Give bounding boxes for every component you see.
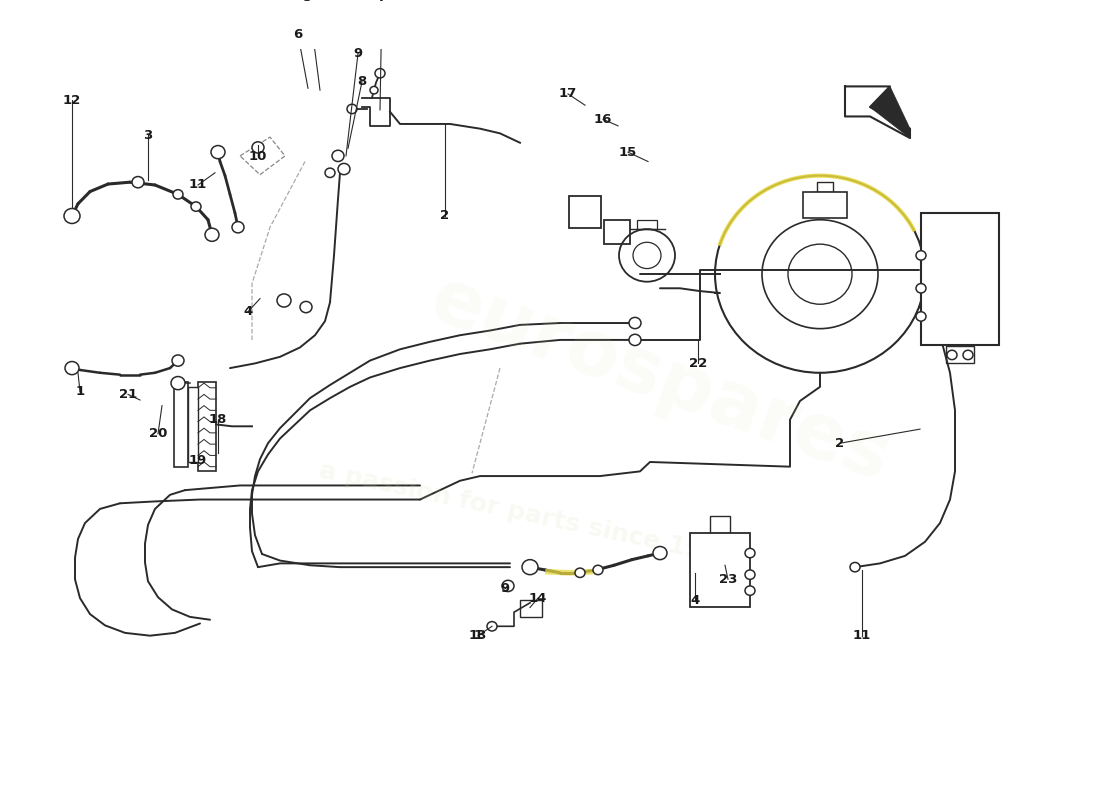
FancyBboxPatch shape [188, 387, 198, 462]
Text: 4: 4 [691, 594, 700, 607]
Text: 1: 1 [76, 385, 85, 398]
Text: 4: 4 [243, 306, 253, 318]
Text: a passion for parts since 1985: a passion for parts since 1985 [317, 458, 739, 570]
Circle shape [170, 377, 185, 390]
Circle shape [629, 318, 641, 329]
Circle shape [232, 222, 244, 233]
Text: 9: 9 [353, 47, 363, 60]
Circle shape [575, 568, 585, 578]
Circle shape [252, 142, 264, 153]
Circle shape [277, 294, 292, 307]
Circle shape [916, 283, 926, 293]
Text: 1: 1 [473, 629, 483, 642]
Circle shape [916, 250, 926, 260]
Circle shape [172, 355, 184, 366]
Text: 12: 12 [63, 94, 81, 107]
Circle shape [338, 163, 350, 174]
Text: 19: 19 [189, 454, 207, 466]
Circle shape [487, 622, 497, 631]
Circle shape [916, 312, 926, 321]
Circle shape [211, 146, 226, 158]
Circle shape [947, 350, 957, 360]
FancyBboxPatch shape [174, 382, 188, 466]
Text: 11: 11 [189, 178, 207, 191]
Text: 11: 11 [852, 629, 871, 642]
Circle shape [593, 566, 603, 574]
Circle shape [173, 190, 183, 199]
Text: 16: 16 [594, 113, 613, 126]
Circle shape [522, 560, 538, 574]
Text: 15: 15 [619, 146, 637, 158]
Text: 21: 21 [119, 388, 138, 401]
Circle shape [850, 562, 860, 572]
Text: 8: 8 [358, 75, 366, 88]
Text: 2: 2 [835, 437, 845, 450]
Circle shape [191, 202, 201, 211]
Text: 2: 2 [440, 210, 450, 222]
FancyBboxPatch shape [198, 382, 216, 471]
Circle shape [324, 168, 336, 178]
Text: 6: 6 [294, 28, 302, 42]
Circle shape [132, 177, 144, 188]
Circle shape [629, 334, 641, 346]
FancyBboxPatch shape [569, 196, 601, 228]
Text: 22: 22 [689, 357, 707, 370]
Text: 23: 23 [718, 573, 737, 586]
Circle shape [370, 86, 378, 94]
Text: 10: 10 [249, 150, 267, 163]
FancyBboxPatch shape [921, 213, 999, 345]
FancyBboxPatch shape [690, 534, 750, 606]
Text: 18: 18 [209, 414, 228, 426]
FancyBboxPatch shape [803, 191, 847, 218]
Circle shape [205, 228, 219, 242]
FancyBboxPatch shape [520, 600, 542, 617]
Circle shape [745, 586, 755, 595]
Circle shape [962, 350, 974, 360]
Circle shape [346, 104, 358, 114]
Circle shape [375, 69, 385, 78]
Text: 13: 13 [469, 629, 487, 642]
Text: 20: 20 [148, 427, 167, 440]
Circle shape [300, 302, 312, 313]
Circle shape [65, 362, 79, 374]
FancyBboxPatch shape [604, 220, 630, 244]
Circle shape [653, 546, 667, 560]
Circle shape [745, 570, 755, 579]
FancyBboxPatch shape [946, 346, 974, 363]
Circle shape [745, 548, 755, 558]
FancyBboxPatch shape [710, 517, 730, 534]
Text: 5: 5 [304, 0, 312, 4]
Polygon shape [870, 86, 910, 138]
Text: 17: 17 [559, 87, 578, 101]
FancyBboxPatch shape [637, 220, 657, 229]
Circle shape [502, 580, 514, 591]
Text: 3: 3 [143, 129, 153, 142]
Circle shape [332, 150, 344, 162]
Text: 14: 14 [529, 592, 547, 605]
Circle shape [64, 209, 80, 223]
Text: 7: 7 [377, 0, 386, 4]
Text: 9: 9 [500, 582, 509, 595]
Text: eurospares: eurospares [420, 262, 900, 497]
